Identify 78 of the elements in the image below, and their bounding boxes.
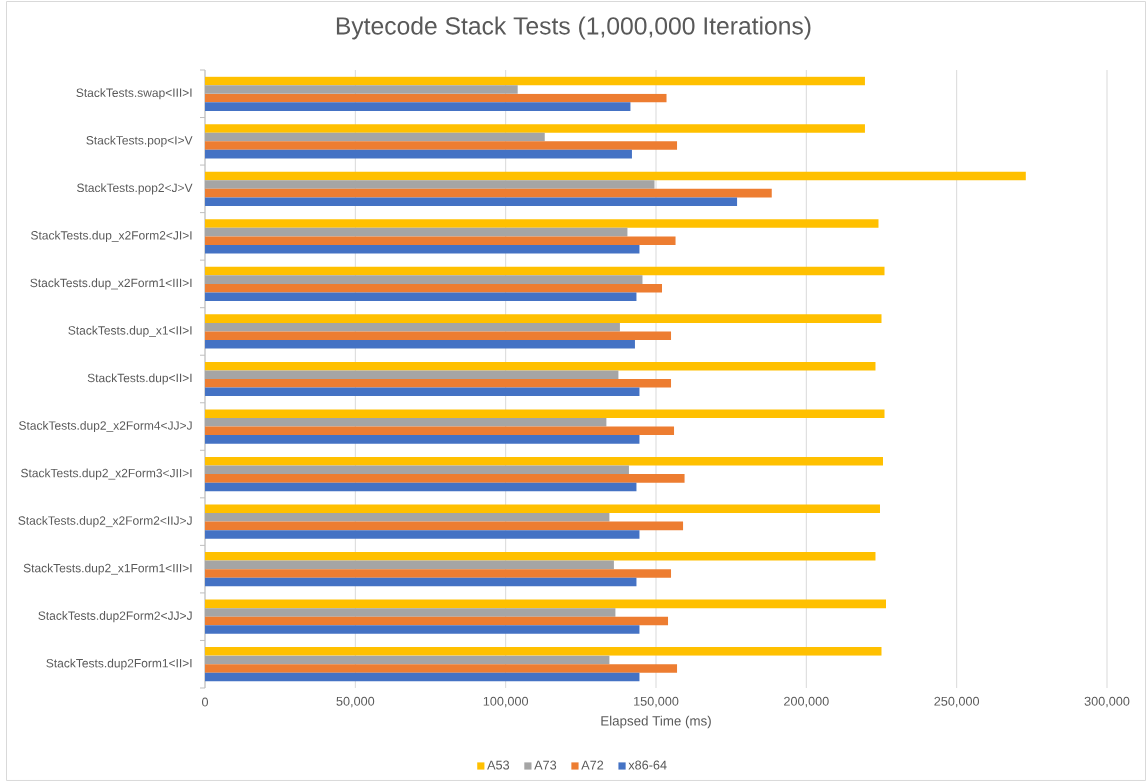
bar: [205, 647, 882, 656]
bar: [205, 141, 678, 150]
bar: [205, 409, 885, 418]
y-tick-label: StackTests.dup_x1<II>I: [68, 325, 192, 338]
bar: [205, 379, 672, 388]
x-tick-label: 300,000: [1084, 696, 1130, 708]
bar: [205, 504, 880, 514]
y-tick-label: StackTests.pop2<J>V: [77, 183, 193, 195]
bar: [205, 197, 738, 206]
bar: [205, 149, 632, 159]
bar: [205, 370, 619, 379]
y-tick-label: StackTests.swap<III>I: [76, 88, 192, 100]
bar: [205, 236, 676, 245]
bar: [205, 331, 672, 341]
bar: [205, 266, 885, 276]
bar: [205, 569, 672, 578]
bar: [205, 435, 640, 444]
bar: [205, 171, 1026, 181]
bar: [205, 664, 678, 673]
y-tick-label: StackTests.pop<I>V: [86, 135, 193, 147]
x-tick-label: 50,000: [336, 696, 375, 708]
y-tick-label: StackTests.dup_x2Form2<JI>I: [31, 230, 192, 242]
bar: [205, 474, 685, 483]
legend-label: A73: [534, 760, 557, 770]
bar: [205, 560, 614, 570]
bar: [205, 340, 635, 349]
legend-label: A53: [487, 760, 510, 770]
bar: [205, 314, 882, 323]
legend-label: A72: [581, 760, 604, 770]
bar: [205, 188, 772, 198]
bar: [205, 625, 640, 634]
bar: [205, 521, 684, 531]
x-tick-label: 0: [201, 697, 209, 707]
bar: [205, 102, 631, 111]
bar: [205, 244, 640, 254]
bar: [205, 93, 667, 103]
bar: [205, 465, 629, 475]
chart-title: Bytecode Stack Tests (1,000,000 Iterations): [336, 16, 811, 40]
bar: [205, 76, 865, 86]
bar: [205, 456, 883, 466]
y-tick-label: StackTests.dup2_x1Form1<III>I: [23, 563, 192, 575]
bar: [205, 387, 640, 397]
bar: [205, 283, 663, 293]
y-tick-label: StackTests.dup2_x2Form2<IIJ>J: [18, 516, 192, 528]
bar: [205, 361, 876, 371]
bar: [205, 426, 675, 436]
y-tick-label: StackTests.dup2_x2Form3<JII>I: [21, 468, 192, 480]
y-tick-label: StackTests.dup2Form2<JJ>J: [38, 611, 192, 623]
x-tick-label: 150,000: [634, 696, 679, 708]
x-tick-label: 250,000: [934, 696, 980, 708]
bar: [205, 417, 607, 427]
y-tick-label: StackTests.dup_x2Form1<III>I: [30, 278, 192, 290]
bar: [205, 180, 655, 189]
bar: [205, 124, 865, 133]
bar: [205, 482, 637, 492]
bar: [205, 530, 640, 539]
bar: [205, 292, 637, 302]
bar: [205, 672, 640, 682]
bar: [205, 552, 876, 561]
bar: [205, 513, 610, 522]
bar: [205, 275, 643, 284]
x-axis-title: Elapsed Time (ms): [601, 715, 711, 729]
bar: [205, 616, 669, 626]
legend-label: x86-64: [628, 760, 667, 770]
bar: [205, 219, 879, 228]
x-tick-label: 200,000: [784, 696, 829, 708]
y-tick-label: StackTests.dup<II>I: [87, 373, 192, 385]
y-tick-label: StackTests.dup2_x2Form4<JJ>J: [19, 420, 192, 433]
bar: [205, 608, 616, 617]
x-tick-label: 100,000: [483, 696, 529, 708]
bar: [205, 85, 518, 94]
bar: [205, 655, 610, 665]
bar: [205, 599, 886, 609]
bar: [205, 577, 637, 587]
bar: [205, 132, 545, 142]
bar: [205, 227, 628, 237]
bar: [205, 322, 620, 332]
y-tick-label: StackTests.dup2Form1<II>I: [46, 658, 192, 670]
